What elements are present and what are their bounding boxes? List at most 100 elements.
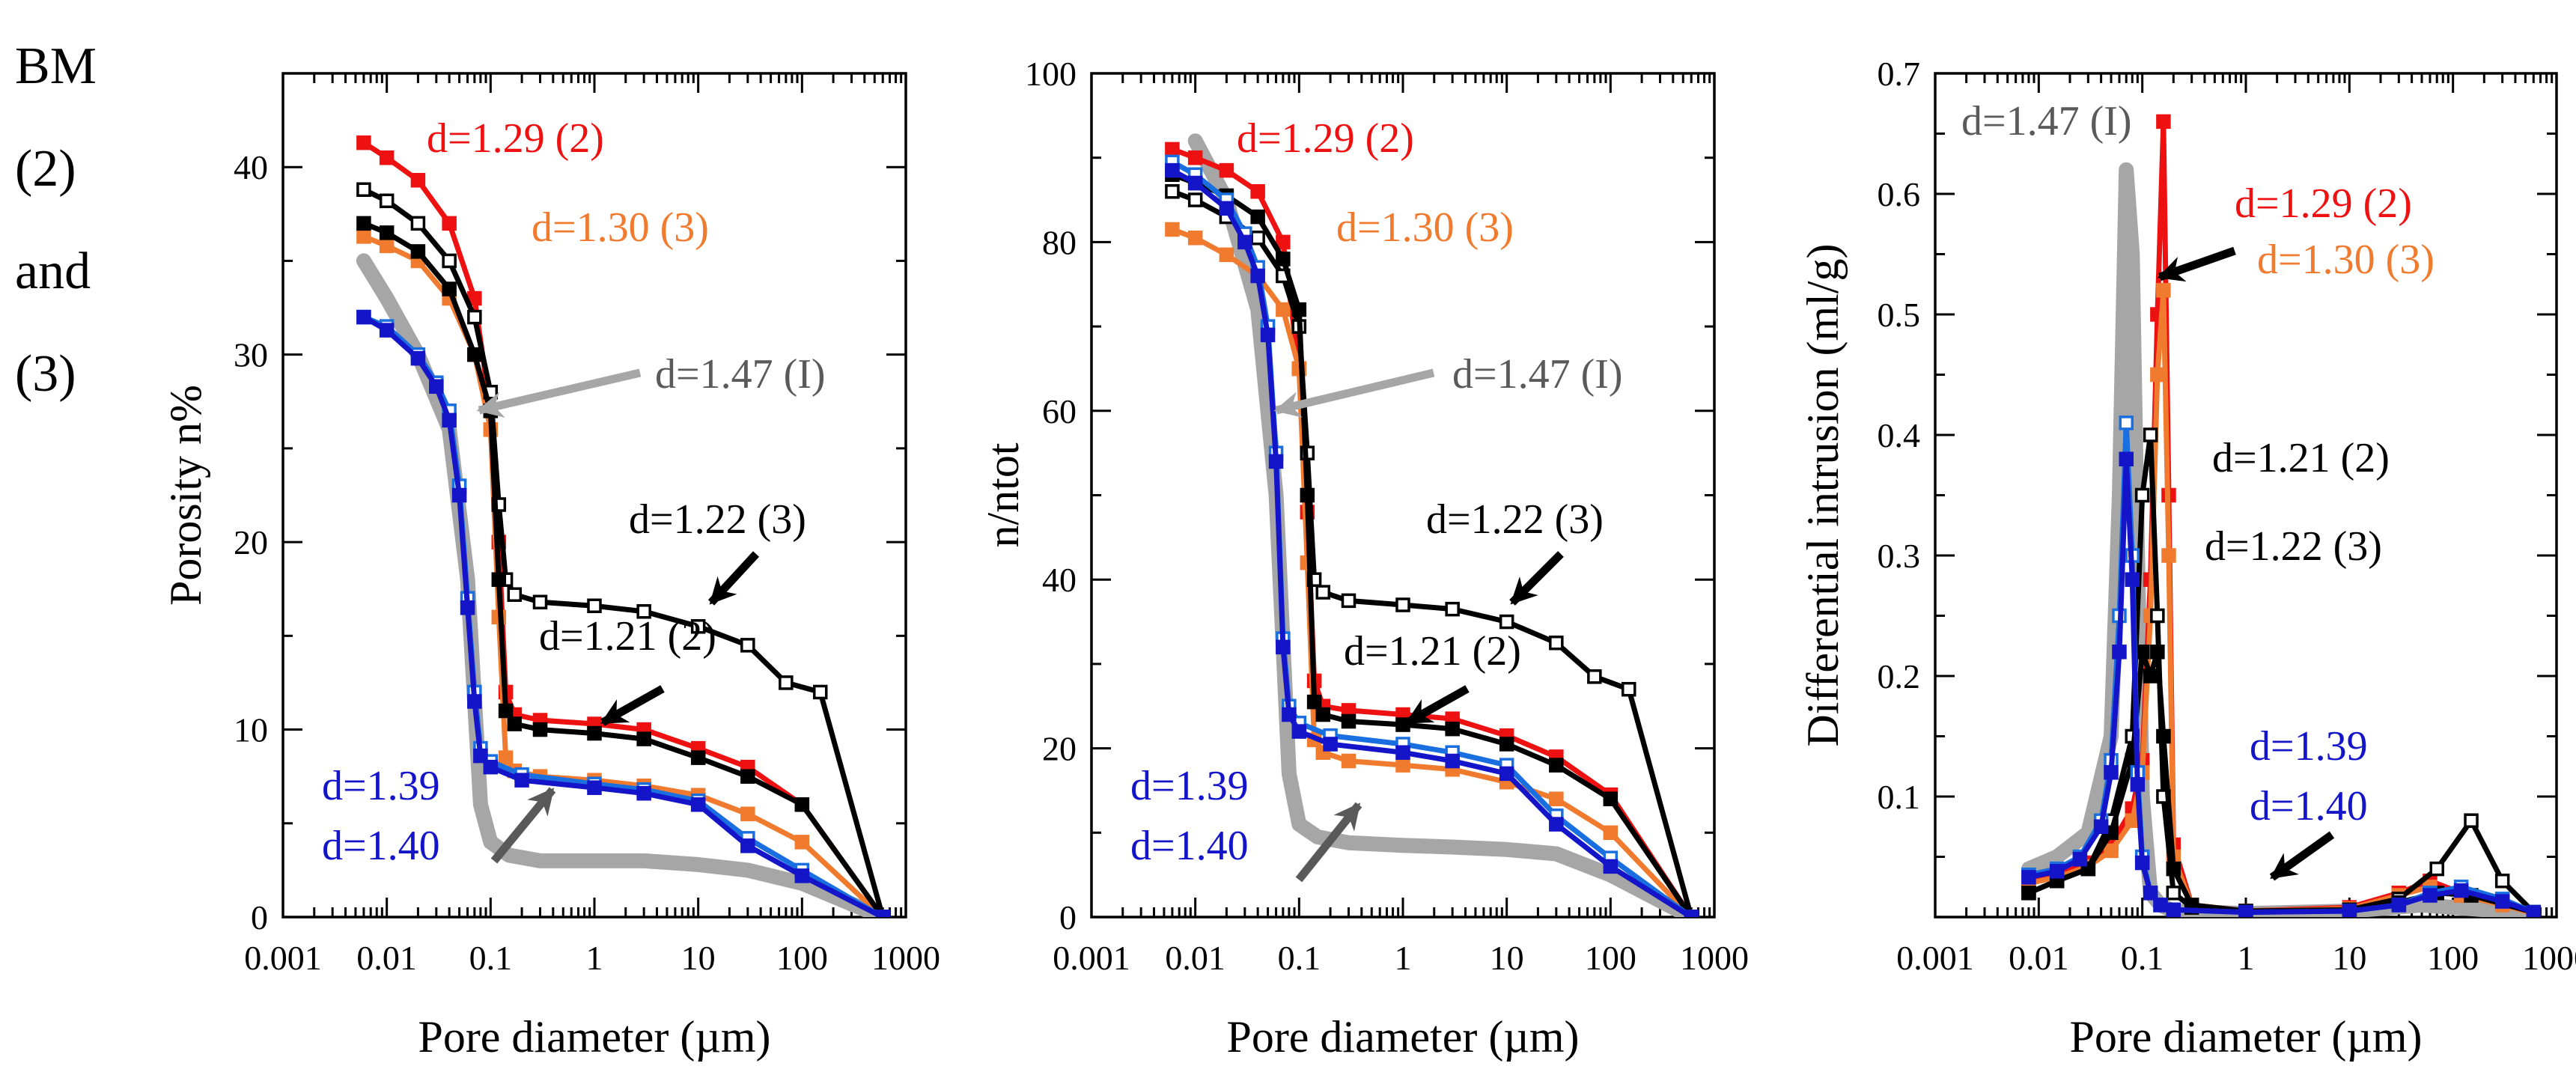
x-tick-label: 10	[1490, 939, 1524, 977]
data-point	[1341, 713, 1356, 729]
y-tick-label: 0.3	[1878, 537, 1921, 575]
annotation-label: d=1.22 (3)	[1426, 496, 1604, 543]
annotation-label: d=1.21 (2)	[539, 613, 716, 660]
series-line	[1169, 227, 1694, 917]
series-line	[361, 140, 886, 917]
data-point	[2021, 870, 2036, 885]
y-tick-label: 0.5	[1878, 296, 1921, 334]
data-point	[2429, 861, 2444, 877]
annotation-label: d=1.30 (3)	[532, 204, 709, 251]
data-point	[1499, 737, 1514, 752]
data-point	[1219, 162, 1234, 178]
annotation-label: d=1.47 (I)	[1452, 351, 1623, 398]
data-point	[467, 309, 482, 325]
data-point	[1165, 141, 1180, 157]
annotation-arrow	[1295, 802, 1362, 883]
data-point	[587, 598, 602, 614]
x-tick-label: 1000	[871, 939, 940, 977]
data-point	[1445, 601, 1460, 617]
y-tick-label: 0.7	[1878, 55, 1921, 93]
data-point	[1187, 175, 1203, 191]
x-tick-label: 0.001	[1053, 939, 1130, 977]
y-tick-label: 20	[234, 523, 268, 561]
data-point	[2156, 114, 2171, 130]
data-point	[410, 244, 426, 259]
annotation-label: d=1.40	[322, 823, 440, 869]
series-line	[361, 234, 886, 917]
x-tick-label: 0.001	[244, 939, 322, 977]
data-point	[794, 868, 810, 883]
data-point	[507, 716, 523, 731]
x-axis-label: Pore diameter (µm)	[1226, 1012, 1579, 1062]
annotation-arrow	[2157, 246, 2236, 282]
data-point	[794, 797, 810, 812]
y-axis-label: Differential intrusion (ml/g)	[1798, 243, 1848, 746]
data-point	[2125, 572, 2140, 587]
data-point	[1603, 859, 1619, 874]
data-point	[460, 600, 475, 615]
annotation-label: d=1.30 (3)	[2257, 237, 2435, 283]
data-point	[1445, 721, 1460, 737]
x-tick-label: 10	[2332, 939, 2366, 977]
series-line	[1169, 146, 1694, 917]
data-point	[1165, 162, 1180, 178]
data-point	[1291, 302, 1307, 317]
data-point	[1395, 745, 1410, 760]
data-point	[2049, 864, 2065, 879]
data-point	[1260, 327, 1276, 343]
data-point	[1684, 910, 1699, 917]
annotation-arrow	[600, 685, 665, 726]
data-point	[2119, 451, 2134, 466]
data-point	[2150, 645, 2165, 660]
data-point	[2125, 813, 2140, 828]
x-tick-label: 100	[2427, 939, 2479, 977]
x-tick-label: 1	[586, 939, 603, 977]
data-point	[875, 910, 890, 917]
data-point	[451, 487, 467, 503]
annotation-label: d=1.30 (3)	[1336, 204, 1514, 251]
y-tick-label: 10	[234, 711, 268, 749]
annotation-arrow	[1404, 685, 1470, 726]
data-point	[1282, 707, 1297, 722]
y-tick-label: 0.2	[1878, 657, 1921, 695]
x-tick-label: 100	[1585, 939, 1636, 977]
data-point	[2143, 669, 2158, 683]
data-point	[2021, 886, 2036, 901]
data-point	[1250, 268, 1265, 284]
data-point	[1165, 222, 1180, 237]
data-point	[587, 725, 602, 741]
y-tick-label: 0.6	[1878, 175, 1921, 213]
data-point	[498, 750, 514, 765]
annotation-arrow	[707, 551, 760, 606]
data-point	[2104, 843, 2119, 859]
annotation-label: d=1.40	[1130, 823, 1249, 869]
data-point	[2153, 898, 2168, 913]
data-point	[1250, 209, 1265, 225]
data-point	[356, 229, 371, 244]
annotation-arrow	[1273, 368, 1435, 418]
data-point	[1237, 234, 1252, 250]
data-point	[2150, 608, 2165, 624]
data-point	[2238, 904, 2253, 917]
y-tick-label: 0.4	[1878, 416, 1921, 454]
data-point	[1306, 694, 1322, 710]
data-point	[2453, 883, 2469, 898]
data-point	[356, 135, 371, 150]
data-point	[1341, 593, 1356, 609]
data-point	[1250, 231, 1265, 246]
data-point	[1549, 817, 1564, 832]
data-point	[2104, 765, 2119, 780]
data-point	[2143, 886, 2158, 901]
data-point	[1603, 791, 1619, 806]
y-tick-label: 30	[234, 336, 268, 374]
data-point	[1622, 681, 1636, 697]
y-axis-label: n/ntot	[978, 442, 1028, 547]
data-point	[532, 722, 548, 737]
data-point	[1395, 597, 1410, 612]
data-point	[1276, 639, 1291, 655]
annotation-label: d=1.29 (2)	[427, 115, 604, 162]
figure-label: BM (2) and (3)	[15, 15, 165, 425]
annotation-label: d=1.22 (3)	[2205, 523, 2382, 570]
y-tick-label: 0.1	[1878, 778, 1921, 816]
